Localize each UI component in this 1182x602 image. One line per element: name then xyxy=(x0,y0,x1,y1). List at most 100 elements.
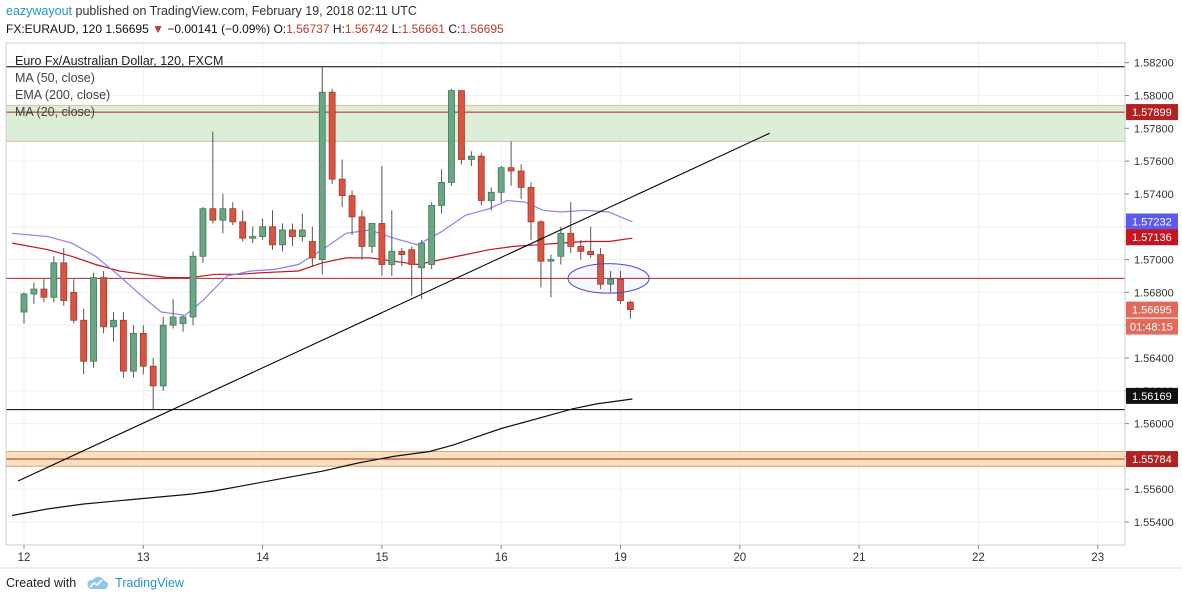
candle-body xyxy=(80,319,88,362)
candle-body xyxy=(477,155,485,201)
candle-body xyxy=(547,259,555,262)
candle-body xyxy=(627,301,634,310)
candle-body xyxy=(308,241,316,259)
price-label-bg xyxy=(1126,301,1178,318)
candle-body xyxy=(60,262,68,301)
candle-body xyxy=(577,246,585,252)
x-tick-label: 12 xyxy=(18,552,31,564)
countdown-label-bg xyxy=(1126,318,1178,335)
candle-body xyxy=(428,205,436,265)
candle-body xyxy=(129,332,137,372)
candle-body xyxy=(597,254,604,285)
created-with-text: Created with xyxy=(6,576,77,590)
candle-body xyxy=(517,170,525,188)
legend-entry: MA (20, close) xyxy=(15,105,95,119)
candle-body xyxy=(279,229,286,246)
candle-body xyxy=(139,332,147,367)
published-text: published on TradingView.com, February 1… xyxy=(75,4,417,18)
tradingview-brand-link[interactable]: TradingView xyxy=(115,576,184,590)
price-change: −0.00141 (−0.09%) xyxy=(167,22,271,36)
x-tick-label: 14 xyxy=(256,552,269,564)
ohlc-line: FX:EURAUD, 120 1.56695 ▼ −0.00141 (−0.09… xyxy=(6,22,504,36)
legend: Euro Fx/Australian Dollar, 120, FXCM MA (… xyxy=(15,54,223,119)
candle-body xyxy=(199,208,207,257)
drawings xyxy=(17,132,770,482)
legend-entry: EMA (200, close) xyxy=(15,88,110,102)
price-label-text: 1.57899 xyxy=(1132,107,1172,119)
candle-body xyxy=(358,216,366,247)
candle-body xyxy=(239,221,247,239)
x-tick-label: 22 xyxy=(972,552,985,564)
chart-frame xyxy=(5,42,1126,546)
green-zone xyxy=(6,105,1125,142)
ema200-line xyxy=(11,398,633,517)
price-label-text: 1.55784 xyxy=(1132,454,1172,466)
y-tick-label: 1.56800 xyxy=(1134,287,1174,299)
candle-body xyxy=(110,319,117,328)
candle-body xyxy=(298,229,306,237)
y-tick-label: 1.55600 xyxy=(1134,484,1174,496)
symbol-label: FX:EURAUD, 120 xyxy=(6,22,103,36)
candle-body xyxy=(318,91,326,260)
candle-body xyxy=(159,324,167,387)
y-tick-label: 1.57400 xyxy=(1134,189,1174,201)
chart-header: eazywayout published on TradingView.com,… xyxy=(0,0,1182,42)
candle-body xyxy=(438,182,445,206)
price-label-bg xyxy=(1126,229,1178,246)
price-label-bg xyxy=(1126,104,1178,121)
last-price: 1.56695 xyxy=(105,22,149,36)
price-axis[interactable]: 1.58200 1.58000 1.57800 1.57600 1.57400 1.572… xyxy=(1125,58,1178,529)
x-tick-label: 23 xyxy=(1091,552,1104,564)
candle-body xyxy=(70,291,78,321)
candle-body xyxy=(348,195,356,218)
ma50-line xyxy=(11,237,633,279)
y-tick-label: 1.56000 xyxy=(1134,419,1174,431)
price-label-text: 1.57136 xyxy=(1132,232,1172,244)
y-tick-label: 1.57000 xyxy=(1134,255,1174,267)
down-triangle-icon: ▼ xyxy=(152,22,164,36)
open-value: 1.56737 xyxy=(286,22,330,36)
y-tick-label: 1.56400 xyxy=(1134,353,1174,365)
price-label-text: 1.57232 xyxy=(1132,216,1172,228)
candle-body xyxy=(467,155,475,160)
candle-body xyxy=(617,278,624,301)
price-label-text: 1.56169 xyxy=(1132,391,1172,403)
candle-body xyxy=(527,186,535,223)
x-tick-label: 20 xyxy=(733,552,746,564)
y-tick-label: 1.57600 xyxy=(1134,156,1174,168)
candle-body xyxy=(189,255,197,318)
tradingview-cloud-icon xyxy=(87,576,108,589)
candle-body xyxy=(249,236,257,239)
y-tick-label: 1.57800 xyxy=(1134,123,1174,135)
candle-body xyxy=(30,288,38,295)
close-value: 1.56695 xyxy=(460,22,504,36)
candle-body xyxy=(90,277,97,362)
candle-body xyxy=(497,167,505,193)
candle-body xyxy=(179,316,187,324)
price-label-bg xyxy=(1126,387,1178,404)
x-tick-label: 19 xyxy=(614,552,627,564)
candle-body xyxy=(507,167,515,172)
y-tick-label: 1.55400 xyxy=(1134,517,1174,529)
candle-body xyxy=(40,288,48,298)
chart-title: Euro Fx/Australian Dollar, 120, FXCM xyxy=(15,54,223,68)
candle-body xyxy=(448,90,455,183)
candle-body xyxy=(328,91,336,180)
candle-body xyxy=(100,277,107,328)
candle-body xyxy=(209,208,217,221)
publish-line: eazywayout published on TradingView.com,… xyxy=(6,4,417,18)
candle-body xyxy=(50,262,58,298)
candle-body xyxy=(149,365,157,387)
time-axis[interactable]: 12 13 14 15 16 19 20 21 22 23 xyxy=(0,545,1182,569)
plot-border xyxy=(5,42,1126,546)
candle-body xyxy=(537,221,545,262)
author-link[interactable]: eazywayout xyxy=(6,4,73,18)
candle-body xyxy=(289,229,296,237)
candle-body xyxy=(587,250,595,256)
low-label: L: xyxy=(391,22,402,36)
candle-body xyxy=(378,223,386,265)
candle-body xyxy=(408,249,416,265)
x-tick-label: 21 xyxy=(853,552,866,564)
trendline xyxy=(17,132,770,482)
